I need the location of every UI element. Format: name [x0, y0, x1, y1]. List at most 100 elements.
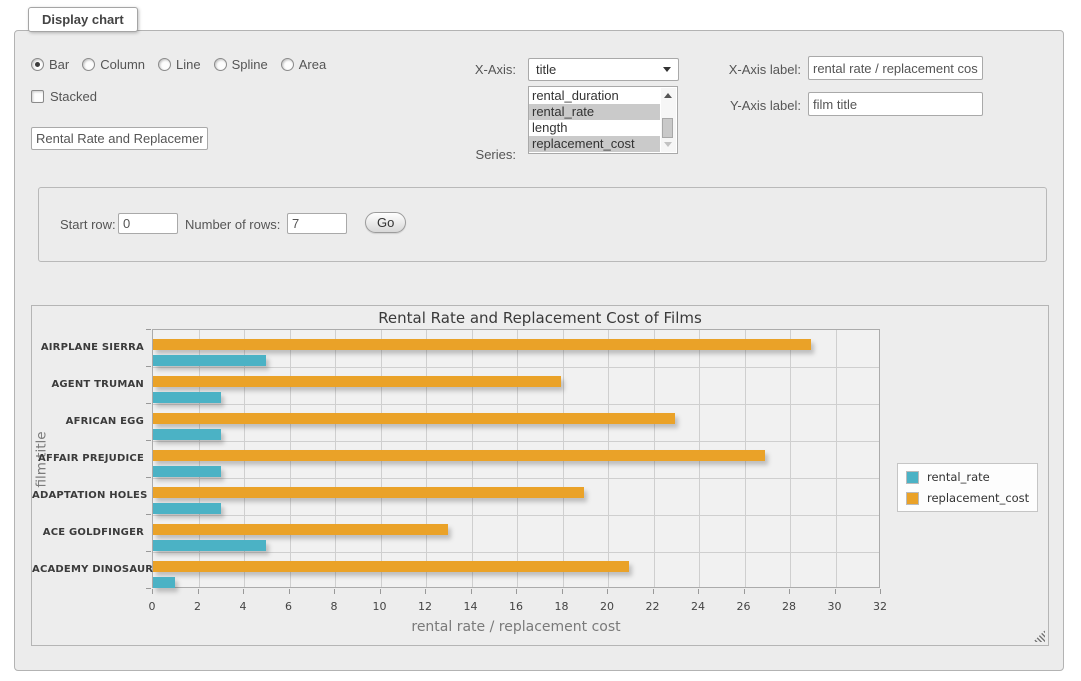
display-chart-legend: Display chart	[28, 7, 138, 32]
x-tick-mark	[380, 589, 381, 594]
x-axis-selected-value: title	[536, 62, 556, 77]
grid-line-vertical	[790, 330, 791, 587]
chart-type-radio-bar[interactable]: Bar	[31, 57, 69, 72]
bar-replacement_cost	[153, 524, 448, 535]
y-tick-mark	[146, 329, 151, 330]
y-tick-mark	[146, 551, 151, 552]
radio-icon[interactable]	[31, 58, 44, 71]
grid-line-horizontal	[153, 515, 879, 516]
x-tick-mark	[744, 589, 745, 594]
x-axis-label-input[interactable]	[808, 56, 983, 80]
bar-replacement_cost	[153, 450, 765, 461]
legend-swatch	[906, 492, 919, 505]
y-axis-label-field-label: Y-Axis label:	[656, 98, 801, 113]
grid-line-horizontal	[153, 404, 879, 405]
x-tick-mark	[516, 589, 517, 594]
y-category-label: ACADEMY DINOSAUR	[32, 564, 144, 575]
x-tick-mark	[198, 589, 199, 594]
x-tick-mark	[607, 589, 608, 594]
bar-rental_rate	[153, 577, 175, 588]
x-axis-title: rental rate / replacement cost	[152, 619, 880, 635]
chart-type-radio-area[interactable]: Area	[281, 57, 326, 72]
bar-rental_rate	[153, 540, 266, 551]
y-category-label: AFRICAN EGG	[32, 416, 144, 427]
x-tick-mark	[653, 589, 654, 594]
bar-rental_rate	[153, 429, 221, 440]
bar-rental_rate	[153, 503, 221, 514]
bar-replacement_cost	[153, 413, 675, 424]
go-button[interactable]: Go	[365, 212, 406, 233]
radio-label: Column	[100, 57, 145, 72]
grid-line-vertical	[836, 330, 837, 587]
bar-replacement_cost	[153, 376, 561, 387]
number-of-rows-input[interactable]	[287, 213, 347, 234]
y-tick-mark	[146, 477, 151, 478]
plot-area	[152, 329, 880, 588]
radio-icon[interactable]	[214, 58, 227, 71]
bar-replacement_cost	[153, 561, 629, 572]
chart-legend: rental_rate replacement_cost	[897, 463, 1038, 512]
x-tick-label: 22	[633, 600, 673, 613]
radio-label: Bar	[49, 57, 69, 72]
start-row-input[interactable]	[118, 213, 178, 234]
stacked-checkbox[interactable]	[31, 90, 44, 103]
radio-icon[interactable]	[82, 58, 95, 71]
chart-type-radio-column[interactable]: Column	[82, 57, 145, 72]
y-category-label: AIRPLANE SIERRA	[32, 342, 144, 353]
y-category-label: AGENT TRUMAN	[32, 379, 144, 390]
grid-line-horizontal	[153, 478, 879, 479]
x-tick-label: 30	[815, 600, 855, 613]
series-option-rental_duration[interactable]: rental_duration	[529, 88, 660, 104]
x-tick-label: 10	[360, 600, 400, 613]
scrollbar-thumb[interactable]	[662, 118, 673, 138]
x-tick-label: 4	[223, 600, 263, 613]
x-tick-mark	[289, 589, 290, 594]
x-tick-mark	[789, 589, 790, 594]
grid-line-horizontal	[153, 441, 879, 442]
series-option-length[interactable]: length	[529, 120, 660, 136]
series-multiselect[interactable]: rental_durationrental_ratelengthreplacem…	[528, 86, 678, 154]
x-tick-label: 20	[587, 600, 627, 613]
x-tick-label: 14	[451, 600, 491, 613]
y-category-label: ADAPTATION HOLES	[32, 490, 144, 501]
y-axis-label-input[interactable]	[808, 92, 983, 116]
chart-type-radio-spline[interactable]: Spline	[214, 57, 268, 72]
chart-type-radio-line[interactable]: Line	[158, 57, 201, 72]
bar-replacement_cost	[153, 339, 811, 350]
series-option-rental_rate[interactable]: rental_rate	[529, 104, 660, 120]
grid-line-horizontal	[153, 552, 879, 553]
x-tick-label: 0	[132, 600, 172, 613]
x-tick-mark	[835, 589, 836, 594]
number-of-rows-label: Number of rows:	[185, 217, 280, 232]
resize-handle-icon[interactable]	[1033, 630, 1045, 642]
radio-label: Line	[176, 57, 201, 72]
legend-label: rental_rate	[927, 470, 990, 484]
x-axis-field-label: X-Axis:	[386, 62, 516, 77]
stacked-label: Stacked	[50, 89, 97, 104]
display-chart-panel: BarColumnLineSplineArea Stacked X-Axis: …	[14, 30, 1064, 671]
radio-icon[interactable]	[281, 58, 294, 71]
chart-title-input[interactable]	[31, 127, 208, 150]
x-tick-label: 32	[860, 600, 900, 613]
x-tick-label: 16	[496, 600, 536, 613]
legend-item-replacement_cost: replacement_cost	[906, 491, 1029, 505]
x-tick-mark	[880, 589, 881, 594]
chart-title: Rental Rate and Replacement Cost of Film…	[32, 309, 1048, 327]
radio-label: Spline	[232, 57, 268, 72]
x-tick-mark	[471, 589, 472, 594]
x-tick-label: 28	[769, 600, 809, 613]
stacked-option[interactable]: Stacked	[31, 89, 97, 104]
y-category-label: AFFAIR PREJUDICE	[32, 453, 144, 464]
radio-icon[interactable]	[158, 58, 171, 71]
scroll-down-icon[interactable]	[664, 142, 672, 147]
series-option-replacement_cost[interactable]: replacement_cost	[529, 136, 660, 152]
x-tick-mark	[562, 589, 563, 594]
radio-label: Area	[299, 57, 326, 72]
row-range-fieldset: Start row: Number of rows: Go	[38, 187, 1047, 262]
x-tick-mark	[243, 589, 244, 594]
y-tick-mark	[146, 514, 151, 515]
bar-replacement_cost	[153, 487, 584, 498]
x-tick-mark	[334, 589, 335, 594]
series-field-label: Series:	[386, 147, 516, 162]
y-tick-mark	[146, 366, 151, 367]
